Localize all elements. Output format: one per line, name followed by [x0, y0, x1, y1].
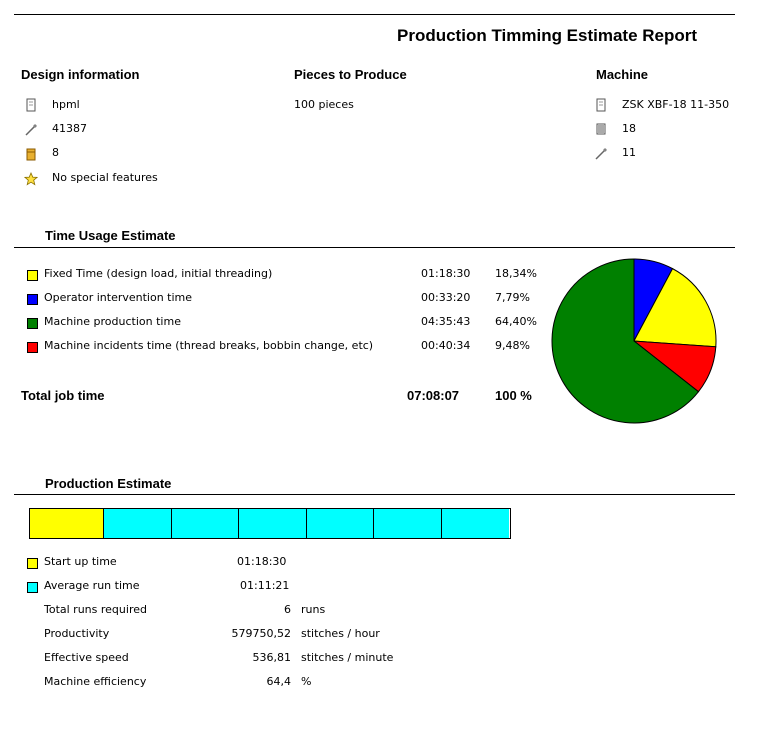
star-icon	[24, 172, 38, 186]
avg-run-swatch	[27, 582, 38, 593]
design-name: hpml	[52, 98, 80, 111]
time-row-label: Operator intervention time	[44, 291, 193, 304]
startup-swatch	[27, 558, 38, 569]
stat-label: Total runs required	[44, 603, 147, 616]
design-stitches: 41387	[52, 122, 87, 135]
runs-bar-run-segment	[441, 509, 509, 538]
legend-swatch-incidents	[27, 342, 38, 353]
runs-bar-run-segment	[306, 509, 375, 538]
legend-swatch-operator	[27, 294, 38, 305]
pie-slice-production	[551, 258, 700, 424]
heads-icon	[596, 123, 606, 135]
startup-label: Start up time	[44, 555, 117, 568]
runs-bar-startup-segment	[30, 509, 105, 538]
time-row-percent: 9,48%	[495, 339, 530, 352]
pieces-value: 100 pieces	[294, 98, 354, 111]
stat-value: 536,81	[252, 651, 292, 664]
design-info-heading: Design information	[21, 67, 140, 82]
time-usage-pie-chart	[551, 258, 717, 424]
production-rule	[14, 494, 735, 495]
stat-unit: stitches / hour	[301, 627, 380, 640]
pieces-heading: Pieces to Produce	[294, 67, 407, 82]
time-usage-heading: Time Usage Estimate	[45, 228, 176, 243]
time-row-time: 00:33:20	[421, 291, 471, 304]
runs-bar-run-segment	[239, 509, 307, 538]
design-colors: 8	[52, 146, 59, 159]
time-row-label: Machine incidents time (thread breaks, b…	[44, 339, 374, 352]
thread-spool-icon	[26, 148, 36, 161]
time-row-time: 00:40:34	[421, 339, 471, 352]
startup-value: 01:18:30	[237, 555, 287, 568]
total-job-time: 07:08:07	[407, 388, 460, 403]
avg-run-value: 01:11:21	[240, 579, 290, 592]
pie-slice-fixed	[633, 267, 717, 348]
avg-run-label: Average run time	[44, 579, 140, 592]
needle-icon	[595, 148, 607, 160]
machine-needles: 11	[622, 146, 636, 159]
stat-unit: stitches / minute	[301, 651, 394, 664]
total-job-percent: 100 %	[495, 388, 532, 403]
stat-label: Productivity	[44, 627, 110, 640]
document-icon	[596, 98, 606, 112]
stat-value: 6	[284, 603, 291, 616]
machine-model: ZSK XBF-18 11-350	[622, 98, 730, 111]
stat-label: Effective speed	[44, 651, 129, 664]
time-row-percent: 18,34%	[495, 267, 537, 280]
stat-unit: %	[301, 675, 312, 688]
production-runs-bar	[29, 508, 511, 539]
production-heading: Production Estimate	[45, 476, 172, 491]
runs-bar-run-segment	[171, 509, 240, 538]
total-job-label: Total job time	[21, 388, 105, 403]
document-icon	[26, 98, 36, 112]
time-row-label: Machine production time	[44, 315, 181, 328]
special-features: No special features	[52, 171, 158, 184]
time-row-time: 01:18:30	[421, 267, 471, 280]
legend-swatch-production	[27, 318, 38, 329]
top-rule	[14, 14, 735, 15]
stat-value: 64,4	[266, 675, 292, 688]
time-row-label: Fixed Time (design load, initial threadi…	[44, 267, 273, 280]
machine-heading: Machine	[596, 67, 649, 82]
time-row-time: 04:35:43	[421, 315, 471, 328]
runs-bar-run-segment	[104, 509, 172, 538]
machine-heads: 18	[622, 122, 636, 135]
time-row-percent: 7,79%	[495, 291, 530, 304]
stat-value: 579750,52	[231, 627, 292, 640]
stat-unit: runs	[301, 603, 326, 616]
stat-label: Machine efficiency	[44, 675, 147, 688]
report-title: Production Timming Estimate Report	[397, 26, 698, 45]
runs-bar-run-segment	[374, 509, 442, 538]
needle-icon	[25, 124, 37, 136]
time-row-percent: 64,40%	[495, 315, 537, 328]
time-usage-rule	[14, 247, 735, 248]
legend-swatch-fixed	[27, 270, 38, 281]
